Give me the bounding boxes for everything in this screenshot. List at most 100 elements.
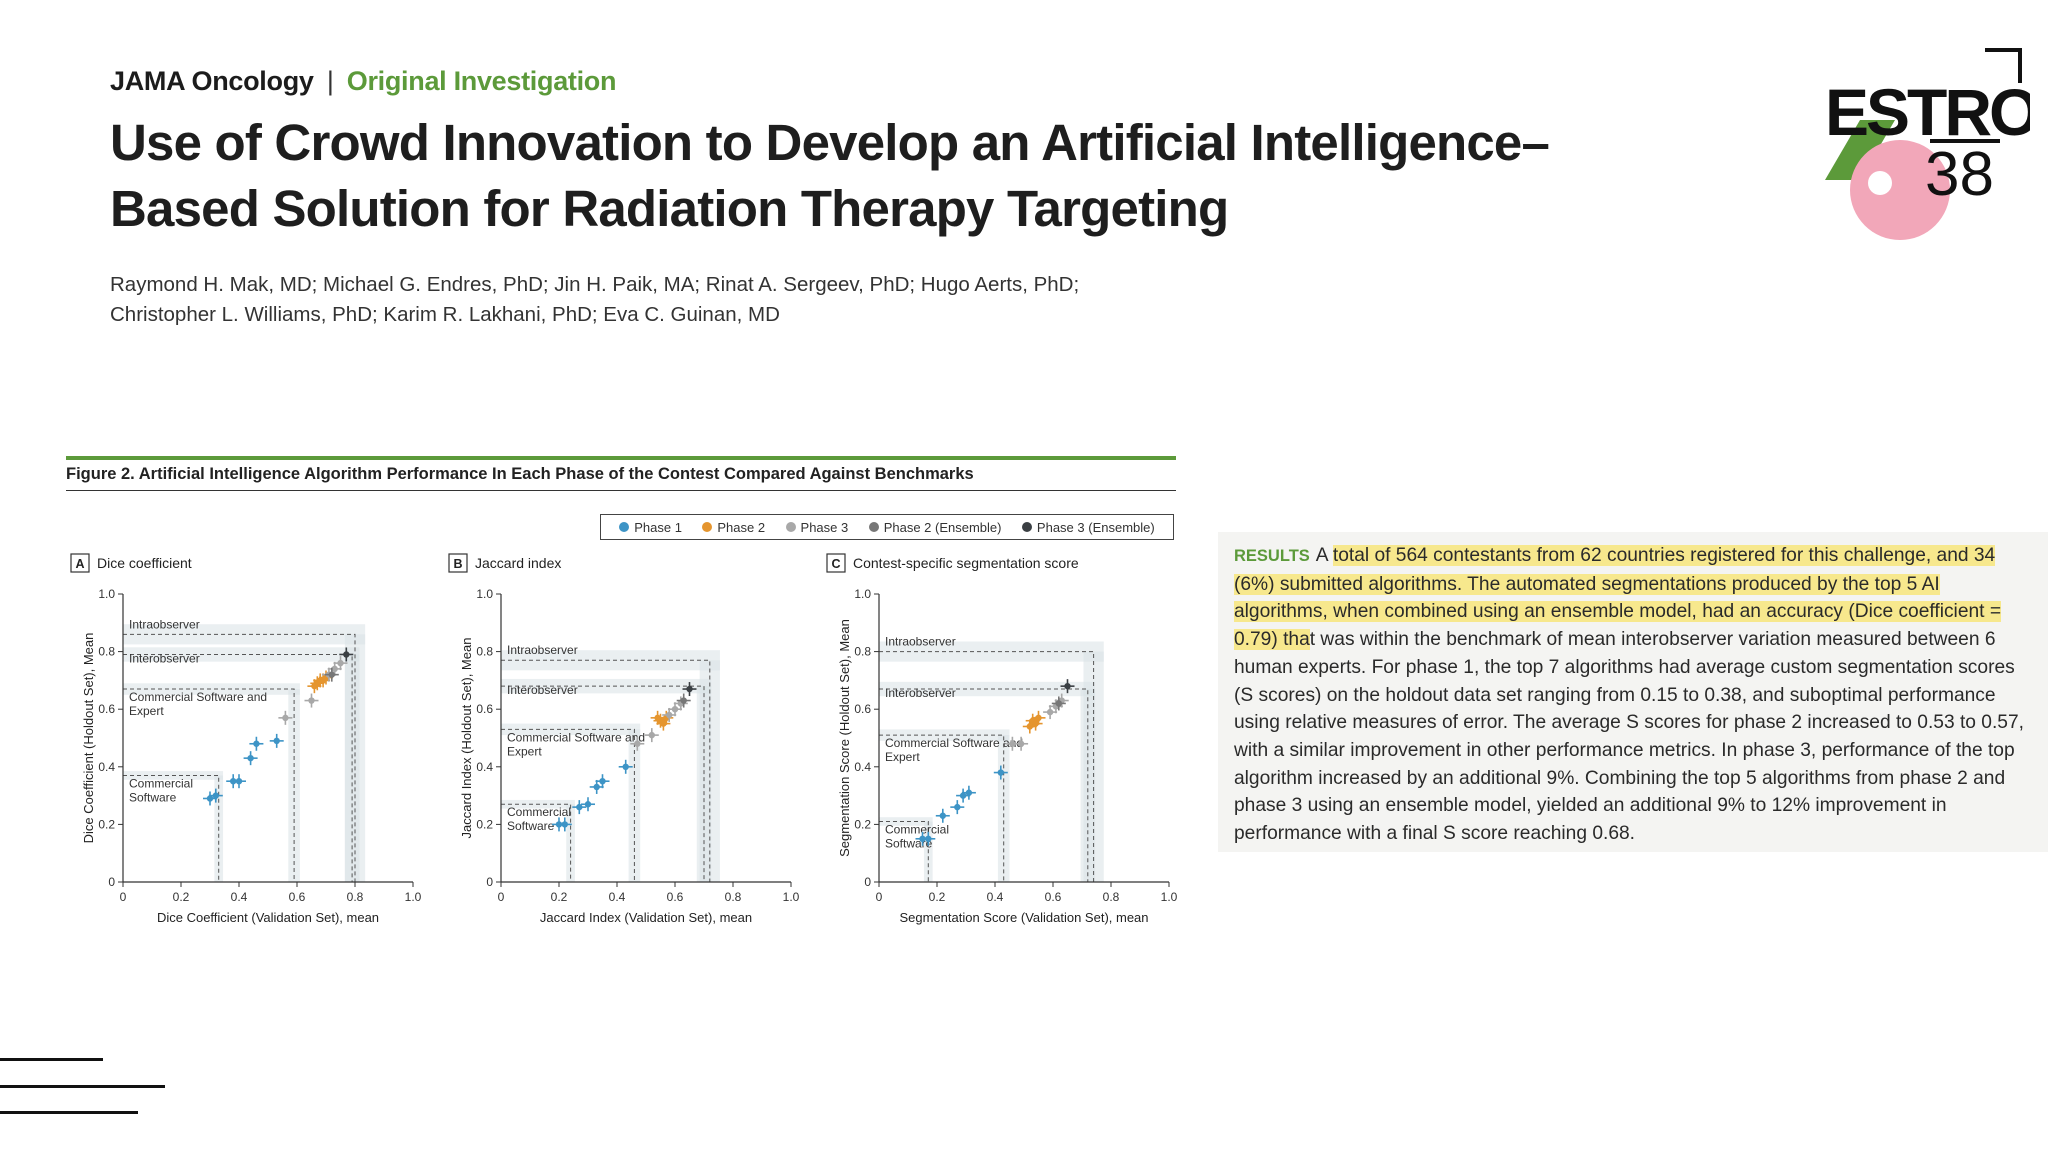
x-tick-label: 0.2 <box>929 890 946 904</box>
legend-item-phase-2: Phase 2 <box>702 520 765 535</box>
panel-letter-box <box>826 553 846 573</box>
data-point <box>304 693 319 708</box>
point-marker <box>343 651 350 658</box>
benchmark-label-line: Expert <box>885 750 920 764</box>
benchmark-label-line: Expert <box>129 704 164 718</box>
panel-title: Contest-specific segmentation score <box>853 555 1079 571</box>
article-title: Use of Crowd Innovation to Develop an Ar… <box>110 114 1550 237</box>
x-tick-label: 0.8 <box>725 890 742 904</box>
point-marker <box>939 812 946 819</box>
point-marker <box>328 671 335 678</box>
benchmark-label-line: Commercial Software and <box>507 730 645 744</box>
benchmark-horizontal-band <box>123 683 300 695</box>
point-marker <box>331 665 338 673</box>
logo-text-bottom: 38 <box>1925 140 1994 209</box>
benchmark-line <box>879 688 1089 882</box>
data-point <box>307 679 322 694</box>
panel-c-segmentation-chart: C Contest-specific segmentation score Intr… <box>826 553 1178 925</box>
data-point <box>1022 719 1037 734</box>
point-marker <box>954 803 961 811</box>
point-marker <box>584 801 592 808</box>
data-point <box>208 788 223 803</box>
benchmark-label: Commercial Software <box>885 823 949 851</box>
benchmark-line <box>501 685 705 882</box>
x-axis-label: Jaccard Index (Validation Set), mean <box>540 910 752 925</box>
legend-label: Phase 1 <box>634 519 682 535</box>
y-axis-label: Dice Coefficient (Holdout Set), Mean <box>81 633 96 844</box>
point-marker <box>666 711 673 719</box>
point-marker <box>997 769 1004 776</box>
logo-corner-mark <box>1985 48 2022 83</box>
y-tick-label: 0.6 <box>98 702 115 716</box>
benchmark-label: Commercial Software and Expert <box>885 736 1023 764</box>
point-marker <box>925 835 932 842</box>
data-point <box>1014 736 1029 751</box>
y-tick-label: 0.2 <box>98 817 115 831</box>
point-marker <box>247 754 254 762</box>
x-axis-label: Dice Coefficient (Validation Set), mean <box>157 910 379 925</box>
legend-dot-icon <box>868 522 879 532</box>
panel-letter-box <box>70 553 90 573</box>
point-marker <box>1026 723 1033 730</box>
benchmark-label: Commercial Software <box>129 776 193 804</box>
point-marker <box>634 740 641 747</box>
data-point <box>589 779 604 794</box>
x-tick-label: 0.2 <box>551 890 568 904</box>
panel-b-jaccard-chart: B Jaccard index Intraobserver Interobserver… <box>448 553 800 925</box>
data-point <box>572 800 587 815</box>
benchmark-label: Commercial Software and Expert <box>129 690 267 718</box>
legend-dot-icon <box>785 522 796 532</box>
point-marker <box>1032 720 1039 727</box>
x-tick-label: 0.4 <box>609 890 626 904</box>
logo-pink-circle <box>1850 140 1950 240</box>
panel-title: Dice coefficient <box>97 555 192 571</box>
point-marker <box>282 714 289 722</box>
benchmark-label-line: Commercial Software and <box>129 690 267 704</box>
benchmark-label-line: Commercial <box>507 805 571 819</box>
logo-white-dot <box>1868 171 1892 195</box>
point-marker <box>311 682 318 690</box>
data-point <box>278 710 293 725</box>
data-point <box>1060 679 1075 694</box>
data-point <box>662 707 677 722</box>
data-point <box>1048 699 1063 714</box>
x-tick-label: 0.6 <box>289 890 306 904</box>
logo-text-top: ESTRO <box>1825 75 2030 149</box>
panel-letter-box <box>448 553 468 573</box>
data-point <box>557 817 572 832</box>
data-point <box>581 797 595 812</box>
legend-dot-icon <box>619 522 630 532</box>
benchmark-vertical-band <box>628 729 641 882</box>
point-marker <box>671 706 679 713</box>
point-marker <box>959 792 967 799</box>
y-axis-label: Jaccard Index (Holdout Set), Mean <box>459 638 474 839</box>
benchmark-label-line: Commercial <box>885 823 949 837</box>
authors-line-2: Christopher L. Williams, PhD; Karim R. L… <box>110 303 780 326</box>
data-point <box>243 751 258 766</box>
data-point <box>961 785 976 800</box>
x-tick-label: 0.6 <box>1045 890 1062 904</box>
benchmark-vertical-band <box>696 686 712 882</box>
data-point <box>232 774 246 789</box>
x-tick-label: 0.8 <box>1103 890 1120 904</box>
y-tick-label: 0.8 <box>98 645 115 659</box>
data-point <box>630 736 645 751</box>
y-tick-label: 0.4 <box>854 760 871 774</box>
point-marker <box>1064 682 1071 690</box>
results-heading: RESULTS <box>1234 547 1310 565</box>
benchmark-label: Interobserver <box>507 683 578 697</box>
benchmark-label-line: Software <box>507 819 555 833</box>
benchmark-label: Intraobserver <box>507 643 578 657</box>
x-tick-label: 0.4 <box>231 890 248 904</box>
y-tick-label: 0 <box>486 875 493 889</box>
y-axis-label: Segmentation Score (Holdout Set), Mean <box>837 619 852 857</box>
x-tick-label: 0.8 <box>347 890 364 904</box>
x-axis-label: Segmentation Score (Validation Set), mea… <box>899 910 1148 925</box>
data-point <box>324 667 339 682</box>
journal-name: JAMA Oncology <box>110 66 314 96</box>
legend-label: Phase 2 (Ensemble) <box>883 519 1002 535</box>
data-point <box>644 728 659 743</box>
results-lead: A <box>1315 545 1333 566</box>
data-point <box>269 733 284 748</box>
y-tick-label: 0.4 <box>98 760 115 774</box>
